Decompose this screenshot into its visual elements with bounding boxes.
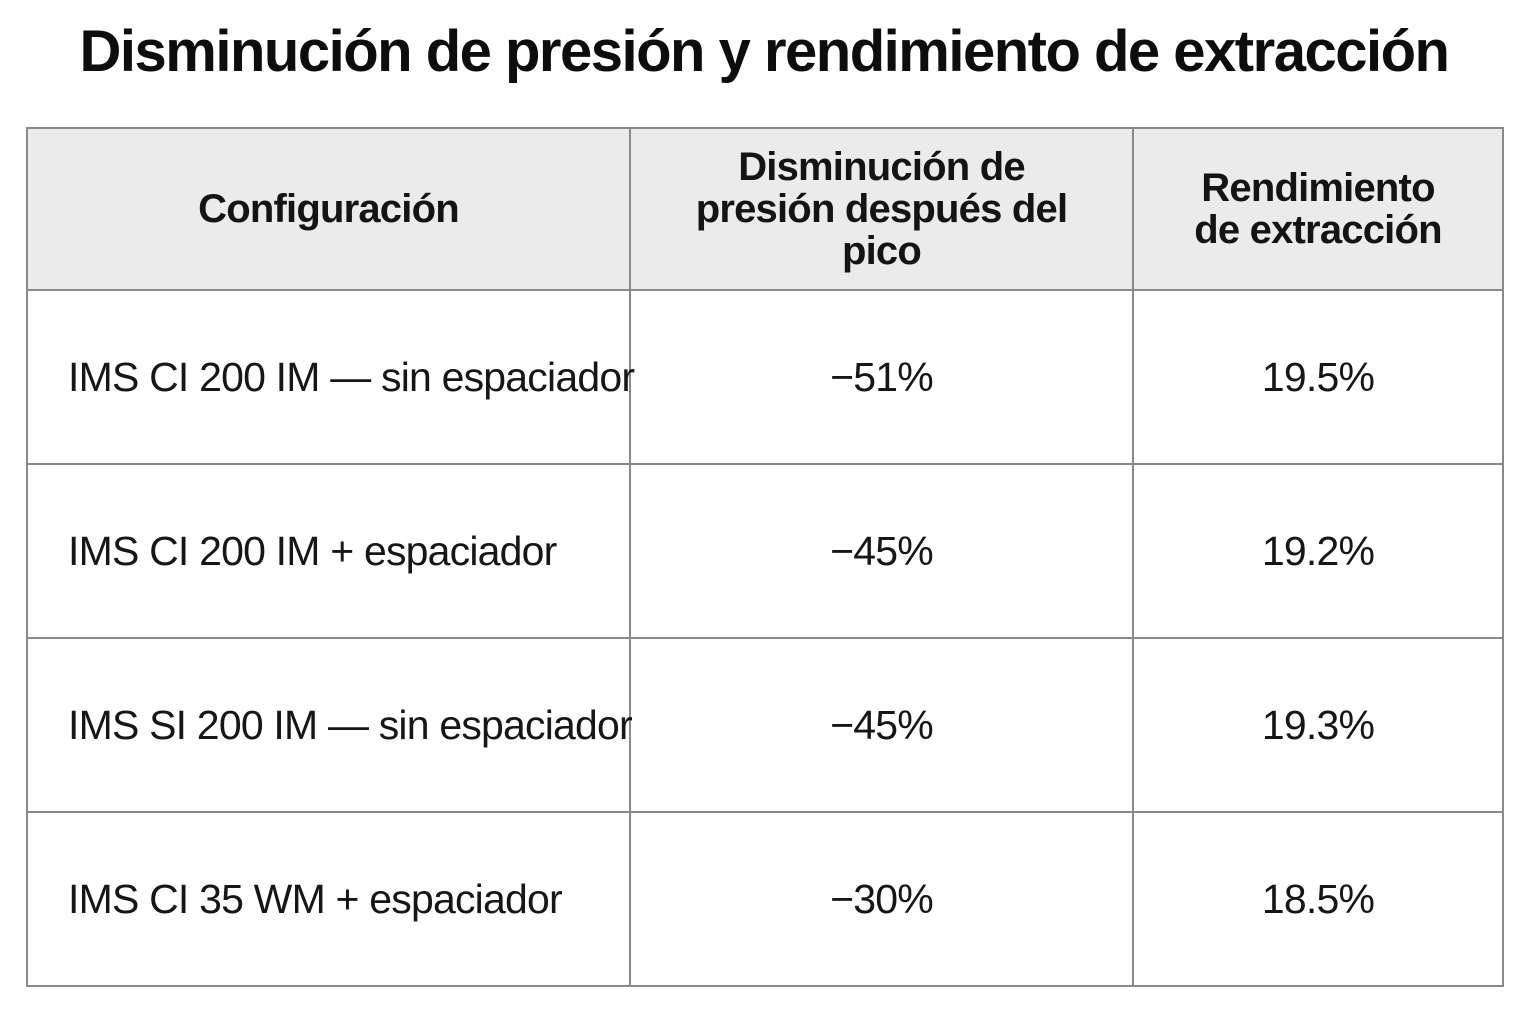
pressure-drop-cell: −51% [629, 289, 1134, 465]
header-configuracion: Configuración [26, 127, 631, 291]
config-cell: IMS CI 200 IM — sin espaciador [26, 289, 635, 465]
page-title: Disminución de presión y rendimiento de … [79, 19, 1450, 84]
results-table: Configuración Disminución de presión des… [26, 127, 1504, 987]
table-header: Configuración Disminución de presión des… [26, 127, 1504, 291]
pressure-drop-cell: −30% [629, 811, 1134, 987]
config-cell: IMS CI 35 WM + espaciador [26, 811, 631, 987]
yield-cell: 19.5% [1132, 289, 1504, 465]
config-cell: IMS SI 200 IM — sin espaciador [26, 637, 633, 813]
table-body: IMS CI 200 IM — sin espaciador −51% 19.5… [26, 289, 1504, 987]
header-disminucion-presion: Disminución de presión después del pico [629, 127, 1134, 291]
table-row: IMS CI 35 WM + espaciador −30% 18.5% [26, 811, 1504, 987]
pressure-drop-cell: −45% [629, 463, 1134, 639]
yield-cell: 18.5% [1132, 811, 1504, 987]
config-cell: IMS CI 200 IM + espaciador [26, 463, 631, 639]
header-row: Configuración Disminución de presión des… [26, 127, 1504, 291]
table-row: IMS CI 200 IM + espaciador −45% 19.2% [26, 463, 1504, 639]
pressure-drop-cell: −45% [629, 637, 1134, 813]
yield-cell: 19.3% [1132, 637, 1504, 813]
header-rendimiento: Rendimiento de extracción [1132, 127, 1504, 291]
table-row: IMS CI 200 IM — sin espaciador −51% 19.5… [26, 289, 1504, 465]
yield-cell: 19.2% [1132, 463, 1504, 639]
table-row: IMS SI 200 IM — sin espaciador −45% 19.3… [26, 637, 1504, 813]
